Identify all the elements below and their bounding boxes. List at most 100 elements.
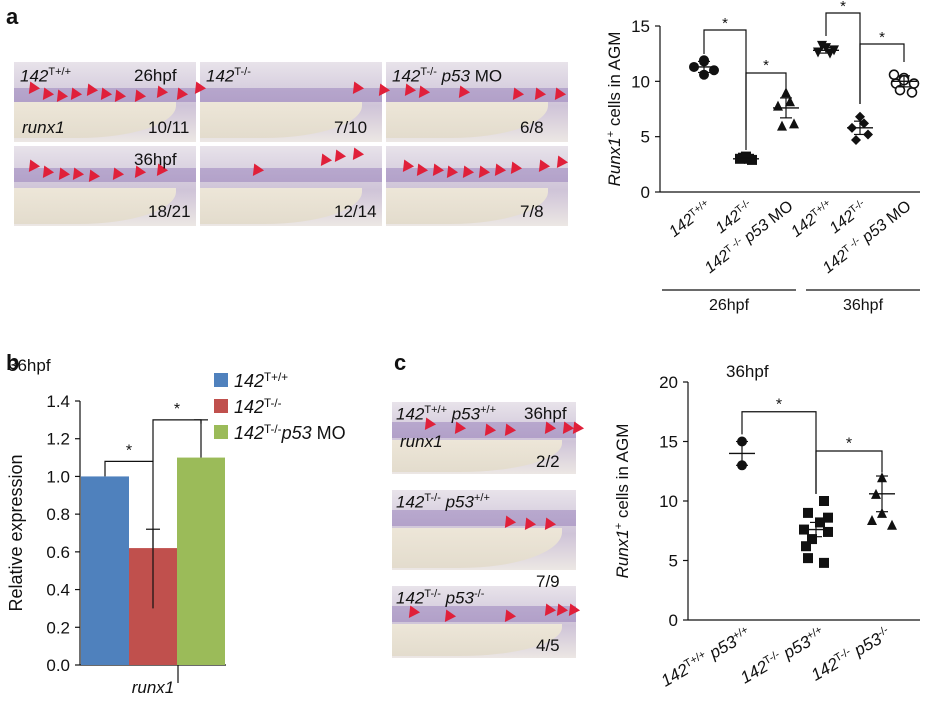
embryo-image-c-1 xyxy=(392,402,576,474)
stage-label: 36hpf xyxy=(524,404,567,423)
data-point xyxy=(699,55,709,66)
vessel-band xyxy=(392,606,576,622)
ratio-label: 6/8 xyxy=(520,118,544,137)
significance-bracket xyxy=(815,450,883,494)
data-point xyxy=(789,118,799,129)
y-axis-label: Runx1+ cells in AGM xyxy=(613,424,632,579)
x-category-label: 142T-/- p53+/+ xyxy=(737,624,828,687)
y-tick-label: 15 xyxy=(659,433,678,452)
embryo-image-a-1 xyxy=(14,62,196,142)
significance-bracket xyxy=(703,29,747,130)
panel-letter-b: b xyxy=(6,350,20,375)
stage-label: 36hpf xyxy=(134,150,177,169)
data-point xyxy=(851,134,861,145)
y-tick-label: 1.4 xyxy=(46,392,70,411)
data-point xyxy=(877,507,887,518)
y-tick-label: 0 xyxy=(669,611,678,630)
y-tick-label: 1.2 xyxy=(46,430,70,449)
data-point xyxy=(894,84,906,96)
legend-entry: 142T-/-p53 MO xyxy=(234,423,346,444)
significance-bracket xyxy=(104,460,154,609)
ratio-label: 10/11 xyxy=(148,118,190,137)
bar xyxy=(81,476,129,665)
ratio-label: 7/9 xyxy=(536,572,560,591)
data-point xyxy=(819,496,829,506)
data-point xyxy=(819,557,829,568)
ratio-label: 7/8 xyxy=(520,202,544,221)
data-point xyxy=(863,129,873,140)
embryo-image-c-2 xyxy=(392,490,576,570)
data-point xyxy=(738,152,748,163)
x-category-label: 142T+/+ xyxy=(788,197,837,240)
ratio-label: 12/14 xyxy=(334,202,377,221)
group-label: 36hpf xyxy=(843,297,884,314)
legend-swatch xyxy=(214,373,228,387)
vessel-band xyxy=(200,168,382,182)
y-axis-label: Runx1+ cells in AGM xyxy=(605,32,624,187)
significance-star: * xyxy=(879,29,885,46)
panel-c-scatter-chart: 0 5 10 15 20 Runx1+ cells in AGM 36hpf * * 142T+/… xyxy=(613,362,920,691)
y-tick-label: 5 xyxy=(669,552,678,571)
legend-swatch xyxy=(214,425,228,439)
y-tick-label: 0.4 xyxy=(46,581,70,600)
ratio-label: 18/21 xyxy=(148,202,191,221)
yolk-extension xyxy=(392,528,562,568)
significance-star: * xyxy=(776,396,782,413)
data-point xyxy=(777,120,787,131)
data-point xyxy=(801,541,811,552)
vessel-band xyxy=(386,88,568,102)
y-tick-label: 0.2 xyxy=(46,618,70,637)
vessel-band xyxy=(386,168,568,182)
data-point xyxy=(785,96,795,107)
genotype-label: 142T+/+ xyxy=(20,66,71,86)
probe-label: runx1 xyxy=(400,432,443,451)
y-tick-label: 10 xyxy=(659,492,678,511)
data-point xyxy=(855,111,865,122)
vessel-band xyxy=(392,510,576,526)
data-point xyxy=(823,512,833,523)
data-point xyxy=(709,65,719,76)
significance-star: * xyxy=(846,436,852,453)
data-point xyxy=(803,507,813,518)
legend-entry: 142T+/+ xyxy=(234,371,288,392)
significance-bracket xyxy=(152,419,202,462)
significance-star: * xyxy=(763,57,769,74)
probe-label: runx1 xyxy=(22,118,65,137)
data-point xyxy=(867,515,877,526)
group-label: 26hpf xyxy=(709,297,750,314)
y-tick-label: 0.6 xyxy=(46,543,70,562)
x-category-label: 142T+/+ p53+/+ xyxy=(658,624,754,691)
data-point xyxy=(888,69,900,80)
y-tick-label: 5 xyxy=(641,128,650,147)
x-axis-label: runx1 xyxy=(132,678,175,697)
embryo-image-a-4 xyxy=(14,146,196,226)
chart-title: 36hpf xyxy=(726,362,769,381)
legend-swatch xyxy=(214,399,228,413)
embryo-image-a-6 xyxy=(386,146,568,226)
y-tick-label: 15 xyxy=(631,17,650,36)
significance-star: * xyxy=(722,15,728,32)
chart-title: 36hpf xyxy=(8,356,51,375)
y-tick-label: 0.8 xyxy=(46,505,70,524)
vessel-band xyxy=(200,88,382,102)
genotype-label: 142T-/- xyxy=(206,66,251,86)
significance-bracket xyxy=(825,12,861,104)
embryo-image-c-3 xyxy=(392,586,576,658)
y-tick-label: 20 xyxy=(659,373,678,392)
stage-label: 26hpf xyxy=(134,66,177,85)
vessel-band xyxy=(392,422,576,438)
data-point xyxy=(823,526,833,537)
significance-star: * xyxy=(840,0,846,15)
y-axis-label: Relative expression xyxy=(6,454,26,611)
bar xyxy=(177,457,225,665)
legend-entry: 142T-/- xyxy=(234,397,282,418)
y-tick-label: 0.0 xyxy=(46,656,70,675)
panel-letter-c: c xyxy=(394,350,407,375)
vessel-band xyxy=(14,88,196,102)
y-tick-label: 10 xyxy=(631,72,650,91)
embryo-image-a-3 xyxy=(386,62,568,142)
data-point xyxy=(908,78,920,89)
embryo-image-a-2 xyxy=(200,62,382,142)
data-point xyxy=(906,87,918,98)
